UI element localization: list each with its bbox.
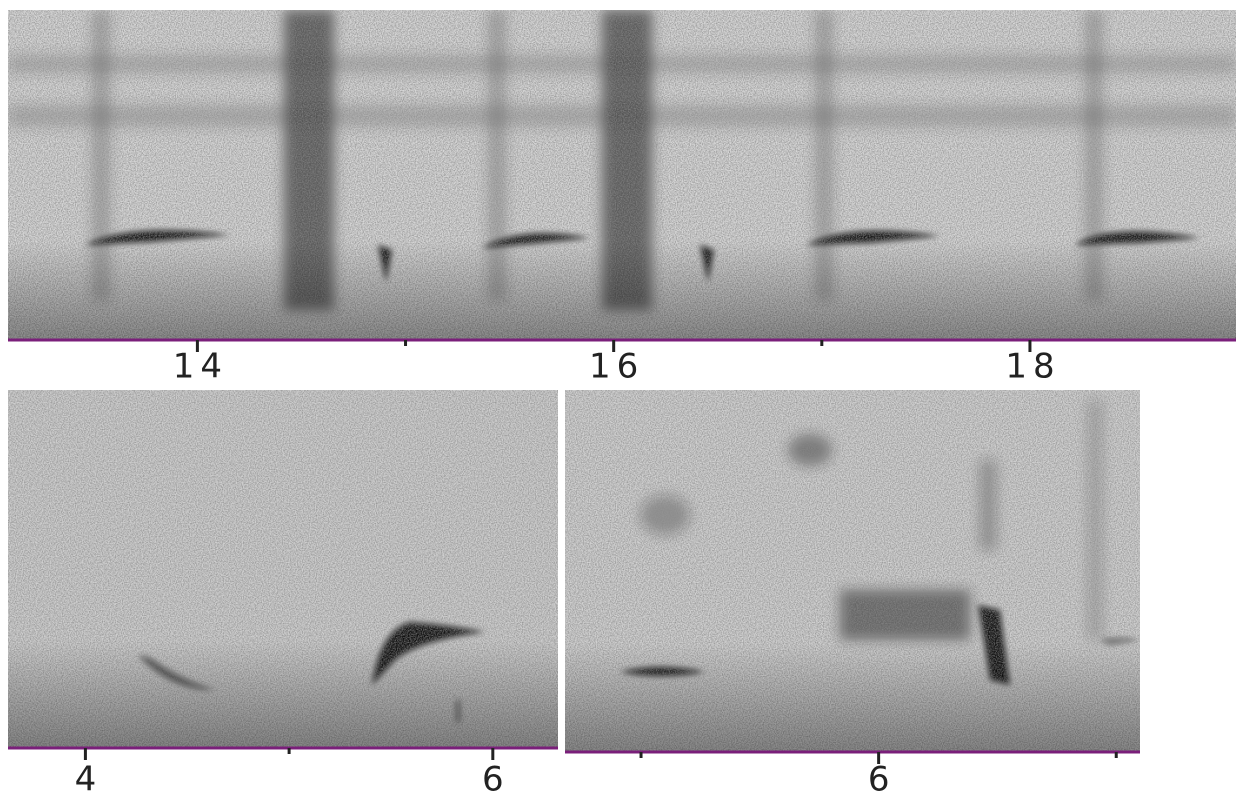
x-tick-label: 18 [1005,347,1060,387]
x-tick-label: 4 [75,760,103,796]
spectrogram-image [8,10,1236,340]
x-tick-label: 16 [589,347,644,387]
x-tick-label: 6 [868,760,896,796]
x-tick-label: 6 [482,760,510,796]
spectrogram-image [565,390,1140,752]
x-tick-label: 14 [173,347,228,387]
spectrogram-image [8,390,558,748]
